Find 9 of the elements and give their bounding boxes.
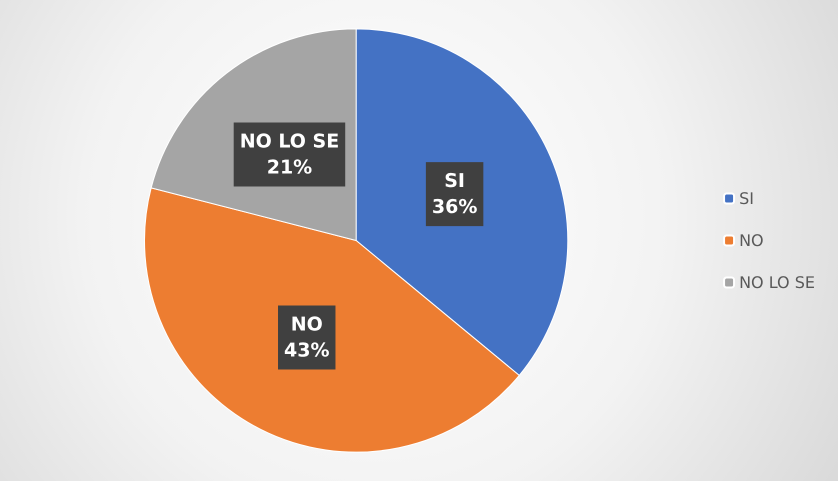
slice-label: SI	[444, 170, 465, 192]
data-label: 36%	[432, 196, 478, 218]
data-label: 21%	[266, 156, 312, 179]
data-label: 43%	[284, 339, 330, 362]
legend-label: NO	[739, 231, 764, 250]
legend-label: SI	[739, 189, 754, 208]
legend-label: NO LO SE	[739, 273, 815, 292]
slice-label: NO	[290, 313, 323, 336]
slice-label: NO LO SE	[240, 130, 340, 153]
